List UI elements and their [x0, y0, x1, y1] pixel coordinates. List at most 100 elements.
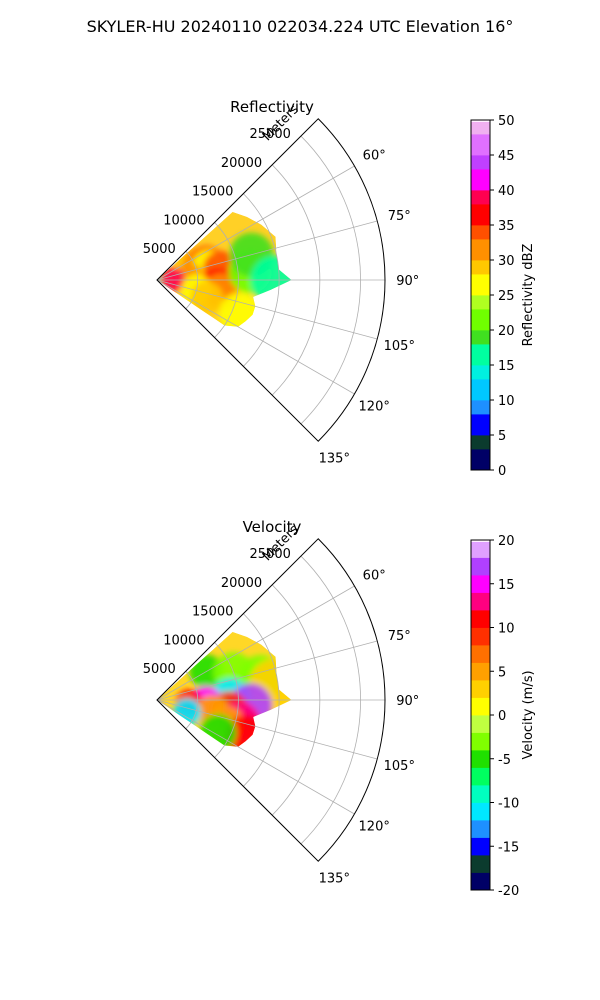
colorbar-label: Velocity (m/s): [521, 670, 536, 759]
colorbar-tick-label: 5: [498, 665, 506, 680]
colorbar-segment: [471, 540, 490, 542]
colorbar-tick-label: 30: [498, 254, 515, 269]
echo-cell: [161, 267, 186, 292]
colorbar-segment: [471, 400, 490, 415]
reflectivity-colorbar: 0 5 10 15 20 25 30 35 40 45 50 Reflectivity dBZ: [470, 114, 536, 479]
colorbar-tick-label: 25: [498, 289, 515, 304]
colorbar-segment: [471, 134, 490, 156]
colorbar-segment: [471, 592, 490, 611]
colorbar-segment: [471, 260, 490, 275]
colorbar-label: Reflectivity dBZ: [521, 244, 536, 347]
colorbar-tick-label: 10: [498, 394, 515, 409]
range-tick-label: 25000: [250, 127, 291, 142]
colorbar-segment: [471, 225, 490, 240]
azimuth-tick-label: 60°: [363, 149, 386, 164]
colorbar-tick-label: 35: [498, 219, 515, 234]
echo-cell: [190, 281, 224, 315]
azimuth-tick-label: 135°: [319, 871, 350, 886]
azimuth-gridline: [156, 220, 378, 281]
panel-title: Velocity: [243, 518, 302, 536]
colorbar-segment: [471, 190, 490, 205]
azimuth-tick-labels: 60° 75° 90° 105° 120° 135°: [319, 569, 420, 887]
reflectivity-echo-field: [157, 211, 292, 327]
colorbar-tick-label: 15: [498, 578, 515, 593]
colorbar-segment: [471, 855, 490, 873]
azimuth-gridline: [156, 165, 355, 281]
colorbar-segment: [471, 449, 490, 471]
azimuth-gridline: [156, 699, 355, 815]
colorbar-tick-label: 20: [498, 534, 515, 549]
polar-grid: [156, 538, 386, 862]
colorbar-segment: [471, 120, 490, 135]
reflectivity-panel: Reflectivity 5000 10000 15000 20000 25000 60…: [143, 98, 536, 479]
range-tick-label: 15000: [192, 605, 233, 620]
polar-grid: [156, 118, 386, 442]
azimuth-tick-label: 60°: [363, 569, 386, 584]
colorbar-segment: [471, 295, 490, 310]
azimuth-tick-label: 120°: [359, 819, 390, 834]
colorbar-segment: [471, 239, 490, 261]
colorbar-tick-label: -20: [498, 884, 519, 899]
colorbar-segment: [471, 344, 490, 366]
azimuth-gridline: [156, 279, 355, 395]
colorbar-tick-label: -5: [498, 753, 511, 768]
colorbar-tick-label: 50: [498, 114, 515, 129]
azimuth-gridline: [156, 279, 378, 340]
colorbar-segment: [471, 767, 490, 786]
sector-frame: [156, 538, 386, 862]
colorbar-segment: [471, 662, 490, 681]
colorbar-tick-label: 0: [498, 464, 506, 479]
colorbar-segment: [471, 435, 490, 450]
colorbar-segment: [471, 575, 490, 593]
azimuth-tick-label: 135°: [319, 451, 350, 466]
azimuth-gridline: [156, 699, 378, 760]
colorbar-tick-label: 20: [498, 324, 515, 339]
colorbar-segment: [471, 414, 490, 436]
colorbar-segment: [471, 820, 490, 838]
colorbar-segment: [471, 274, 490, 296]
velocity-colorbar: -20 -15 -10 -5 0 5 10 15 20 Velocity (m/s): [470, 534, 536, 899]
colorbar-segment: [471, 557, 490, 576]
colorbar-tick-label: -15: [498, 840, 519, 855]
velocity-panel: Velocity 5000 10000 15000 20000 25000 60° 75°…: [143, 518, 536, 899]
panel-title: Reflectivity: [230, 98, 314, 116]
azimuth-tick-label: 105°: [384, 339, 415, 354]
colorbar-tick-label: 45: [498, 149, 515, 164]
colorbar-segment: [471, 732, 490, 751]
colorbar-segment: [471, 309, 490, 331]
range-tick-label: 10000: [163, 633, 204, 648]
velocity-echo-field: [157, 631, 292, 747]
azimuth-tick-label: 75°: [388, 629, 411, 644]
colorbar-segment: [471, 540, 490, 558]
colorbar-tick-label: 10: [498, 622, 515, 637]
colorbar-segment: [471, 204, 490, 226]
sector-frame: [156, 118, 386, 442]
azimuth-tick-label: 120°: [359, 399, 390, 414]
colorbar-segment: [471, 750, 490, 768]
range-tick-label: 10000: [163, 213, 204, 228]
colorbar-segment: [471, 610, 490, 628]
colorbar-tick-label: 0: [498, 709, 506, 724]
colorbar-segment: [471, 802, 490, 821]
range-tick-label: 5000: [143, 662, 176, 677]
colorbar-segment: [471, 627, 490, 646]
colorbar-segment: [471, 715, 490, 733]
colorbar-segment: [471, 120, 490, 122]
figure-title: SKYLER-HU 20240110 022034.224 UTC Elevat…: [87, 17, 514, 36]
azimuth-tick-label: 90°: [396, 274, 419, 289]
colorbar-segment: [471, 330, 490, 345]
range-tick-label: 15000: [192, 185, 233, 200]
azimuth-gridline: [156, 640, 378, 701]
colorbar-segment: [471, 645, 490, 663]
colorbar-segment: [471, 680, 490, 698]
colorbar-segment: [471, 155, 490, 170]
range-tick-label: 20000: [221, 576, 262, 591]
colorbar-segment: [471, 785, 490, 803]
colorbar-segment: [471, 365, 490, 380]
range-tick-label: 25000: [250, 547, 291, 562]
colorbar-tick-label: 15: [498, 359, 515, 374]
range-tick-label: 20000: [221, 156, 262, 171]
azimuth-gridline: [156, 585, 355, 701]
azimuth-tick-label: 75°: [388, 209, 411, 224]
